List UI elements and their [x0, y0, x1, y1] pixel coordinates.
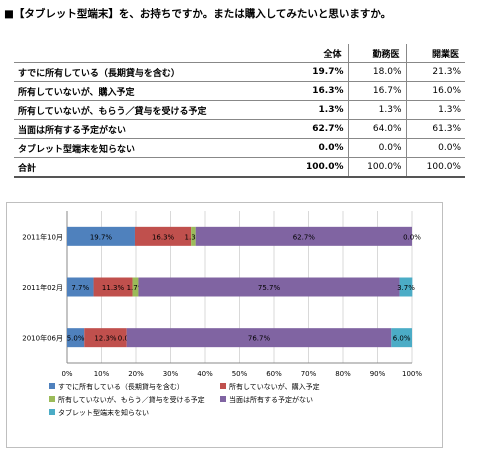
- data-label: 16.3%: [152, 233, 175, 241]
- bar-segment: [134, 226, 192, 246]
- bar-segment: [195, 226, 412, 246]
- x-tick-label: 0%: [61, 370, 72, 378]
- legend-label: タブレット型端末を知らない: [58, 408, 149, 417]
- table-row: タブレット型端末を知らない 0.0% 0.0% 0.0%: [14, 138, 465, 158]
- chart-container: 0% 10% 20% 30% 40% 50% 60% 70% 80% 90% 100% 2011年10…: [6, 202, 443, 448]
- table-row-label: 所有していないが、購入予定: [14, 81, 290, 101]
- table-header-practitioner: 開業医: [405, 44, 465, 63]
- table-row: 所有していないが、購入予定 16.3% 16.7% 16.0%: [14, 81, 465, 101]
- data-label: 6.0%: [393, 335, 411, 343]
- x-tick-label: 30%: [163, 370, 179, 378]
- data-label: 7.7%: [71, 284, 89, 292]
- legend-swatch: [220, 396, 226, 402]
- legend-swatch: [49, 383, 55, 389]
- table-row: すでに所有している（長期貸与を含む） 19.7% 18.0% 21.3%: [14, 62, 465, 82]
- data-label: 75.7%: [258, 284, 281, 292]
- table-cell-total: 100.0%: [290, 157, 348, 178]
- table-cell-total: 16.3%: [290, 81, 348, 101]
- table-header-blank: [14, 44, 290, 63]
- x-tick-label: 90%: [370, 370, 386, 378]
- data-label: 0.0%: [403, 233, 421, 241]
- table-cell-employed: 18.0%: [347, 62, 406, 82]
- data-label: 19.7%: [90, 233, 113, 241]
- data-label: 3.7%: [397, 284, 415, 292]
- bar-segment: [138, 277, 400, 297]
- summary-table: 全体 勤務医 開業医 すでに所有している（長期貸与を含む） 19.7% 18.0…: [14, 44, 465, 178]
- table-cell-practitioner: 100.0%: [405, 157, 465, 178]
- table-cell-total: 19.7%: [290, 62, 348, 82]
- x-tick-label: 10%: [94, 370, 110, 378]
- table-row-label: 所有していないが、もらう／貸与を受ける予定: [14, 100, 290, 120]
- category-label: 2011年02月: [22, 283, 63, 292]
- data-label: 12.3%: [94, 335, 117, 343]
- data-label: 62.7%: [293, 233, 316, 241]
- table-cell-practitioner: 0.0%: [405, 138, 465, 158]
- table-header-employed: 勤務医: [347, 44, 406, 63]
- x-tick-label: 50%: [232, 370, 248, 378]
- bar-segment: [391, 328, 412, 348]
- bar-segment: [67, 328, 85, 348]
- page-title: ■【タブレット型端末】を、お持ちですか。または購入してみたいと思いますか。: [4, 8, 392, 20]
- data-label: 1.7%: [127, 284, 145, 292]
- table-cell-employed: 100.0%: [347, 157, 406, 178]
- table-header-row: 全体 勤務医 開業医: [14, 44, 465, 63]
- bar-segment: [84, 328, 127, 348]
- data-label: 1.3%: [185, 233, 203, 241]
- legend-swatch: [49, 396, 55, 402]
- bar-segment: [132, 277, 139, 297]
- bar-segment: [126, 328, 392, 348]
- table-cell-employed: 16.7%: [347, 81, 406, 101]
- legend-label: 所有していないが、購入予定: [229, 382, 320, 391]
- table-cell-practitioner: 16.0%: [405, 81, 465, 101]
- table-row-label: 合計: [14, 157, 290, 178]
- table-cell-total: 62.7%: [290, 119, 348, 139]
- table-cell-practitioner: 61.3%: [405, 119, 465, 139]
- bar-segment: [67, 226, 135, 246]
- table-row-label: タブレット型端末を知らない: [14, 138, 290, 158]
- table-cell-employed: 0.0%: [347, 138, 406, 158]
- table-cell-total: 0.0%: [290, 138, 348, 158]
- table-cell-practitioner: 1.3%: [405, 100, 465, 120]
- category-label: 2011年10月: [22, 232, 63, 241]
- table-cell-employed: 1.3%: [347, 100, 406, 120]
- table-cell-employed: 64.0%: [347, 119, 406, 139]
- x-tick-label: 80%: [335, 370, 351, 378]
- x-tick-label: 20%: [128, 370, 144, 378]
- legend-label: 当面は所有する予定がない: [229, 395, 313, 404]
- data-label: 11.3%: [102, 284, 125, 292]
- table-row: 当面は所有する予定がない 62.7% 64.0% 61.3%: [14, 119, 465, 139]
- table-cell-total: 1.3%: [290, 100, 348, 120]
- data-label: 5.0%: [67, 335, 85, 343]
- data-label: 76.7%: [248, 335, 271, 343]
- table-row-label: 当面は所有する予定がない: [14, 119, 290, 139]
- legend-label: すでに所有している（長期貸与を含む）: [58, 382, 184, 391]
- table-cell-practitioner: 21.3%: [405, 62, 465, 82]
- bar-segment: [399, 277, 413, 297]
- legend-swatch: [220, 383, 226, 389]
- x-tick-label: 40%: [197, 370, 213, 378]
- legend-label: 所有していないが、もらう／貸与を受ける予定: [58, 395, 205, 404]
- table-row-label: すでに所有している（長期貸与を含む）: [14, 62, 290, 82]
- table-row: 所有していないが、もらう／貸与を受ける予定 1.3% 1.3% 1.3%: [14, 100, 465, 120]
- bar-segment: [191, 226, 196, 246]
- legend-swatch: [49, 409, 55, 415]
- x-tick-label: 70%: [301, 370, 317, 378]
- category-label: 2010年06月: [22, 334, 63, 343]
- x-tick-label: 100%: [402, 370, 422, 378]
- table-header-total: 全体: [290, 44, 348, 63]
- x-tick-label: 60%: [266, 370, 282, 378]
- bar-segment: [93, 277, 133, 297]
- stacked-bar-chart: 0% 10% 20% 30% 40% 50% 60% 70% 80% 90% 100% 2011年10…: [22, 211, 422, 417]
- bar-segment: [67, 277, 94, 297]
- table-row-total: 合計 100.0% 100.0% 100.0%: [14, 157, 465, 178]
